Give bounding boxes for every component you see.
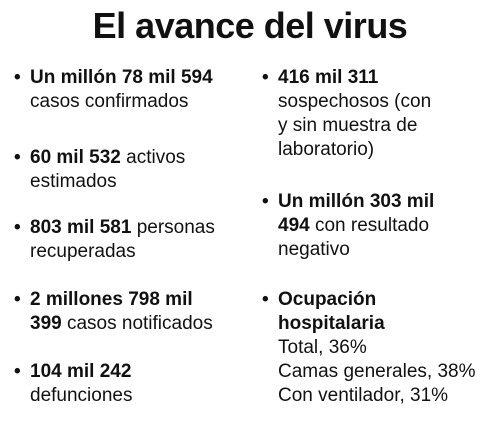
stat-value: Ocupación [278, 289, 377, 310]
stat-label: casos confirmados [30, 91, 189, 112]
stat-value: 2 millones 798 mil [30, 289, 193, 310]
stat-label: defunciones [30, 385, 133, 406]
stat-value: 104 mil 242 [30, 361, 132, 382]
stat-label-line: negativo [278, 239, 350, 260]
stat-label: casos notificados [61, 313, 213, 334]
stat-deaths: • 104 mil 242 defunciones [12, 360, 265, 408]
bullet-icon: • [14, 289, 21, 310]
stat-hospital-occupancy: • Ocupación hospitalaria Total, 36% Cama… [260, 288, 500, 408]
stat-value: 803 mil 581 [30, 217, 132, 238]
stat-value: 416 mil 311 [278, 67, 379, 88]
bullet-icon: • [14, 147, 21, 168]
bullet-icon: • [14, 361, 21, 382]
stat-label-line: laboratorio) [278, 139, 375, 160]
stat-label-line: Con ventilador, 31% [278, 385, 449, 406]
stat-notified-cases: • 2 millones 798 mil 399 casos notificad… [12, 288, 265, 336]
stat-value-cont: 399 [30, 313, 62, 334]
stat-confirmed-cases: • Un millón 78 mil 594 casos confirmados [12, 66, 265, 114]
stat-label-line: Total, 36% [278, 337, 367, 358]
stat-value: Un millón 78 mil 594 [30, 67, 213, 88]
stat-value-cont: 494 [278, 215, 310, 236]
stat-label-line: Camas generales, 38% [278, 361, 476, 382]
bullet-icon: • [262, 191, 269, 212]
bullet-icon: • [14, 217, 21, 238]
stat-label: activos [120, 147, 186, 168]
bullet-icon: • [262, 289, 269, 310]
bullet-icon: • [262, 67, 269, 88]
stat-value-cont: hospitalaria [278, 313, 385, 334]
stat-label-line: y sin muestra de [278, 115, 418, 136]
stat-recovered: • 803 mil 581 personas recuperadas [12, 216, 265, 264]
stat-value: Un millón 303 mil [278, 191, 435, 212]
bullet-icon: • [14, 67, 21, 88]
stat-label-line: sospechosos (con [278, 91, 432, 112]
stat-label-cont: recuperadas [30, 241, 136, 262]
page-title: El avance del virus [92, 5, 408, 46]
stat-suspected: • 416 mil 311 sospechosos (con y sin mue… [260, 66, 500, 162]
stat-active-cases: • 60 mil 532 activos estimados [12, 146, 265, 194]
stat-label: personas [131, 217, 215, 238]
stat-value: 60 mil 532 [30, 147, 121, 168]
stat-label: con resultado [309, 215, 430, 236]
stat-negative: • Un millón 303 mil 494 con resultado ne… [260, 190, 500, 262]
stat-label-cont: estimados [30, 171, 117, 192]
